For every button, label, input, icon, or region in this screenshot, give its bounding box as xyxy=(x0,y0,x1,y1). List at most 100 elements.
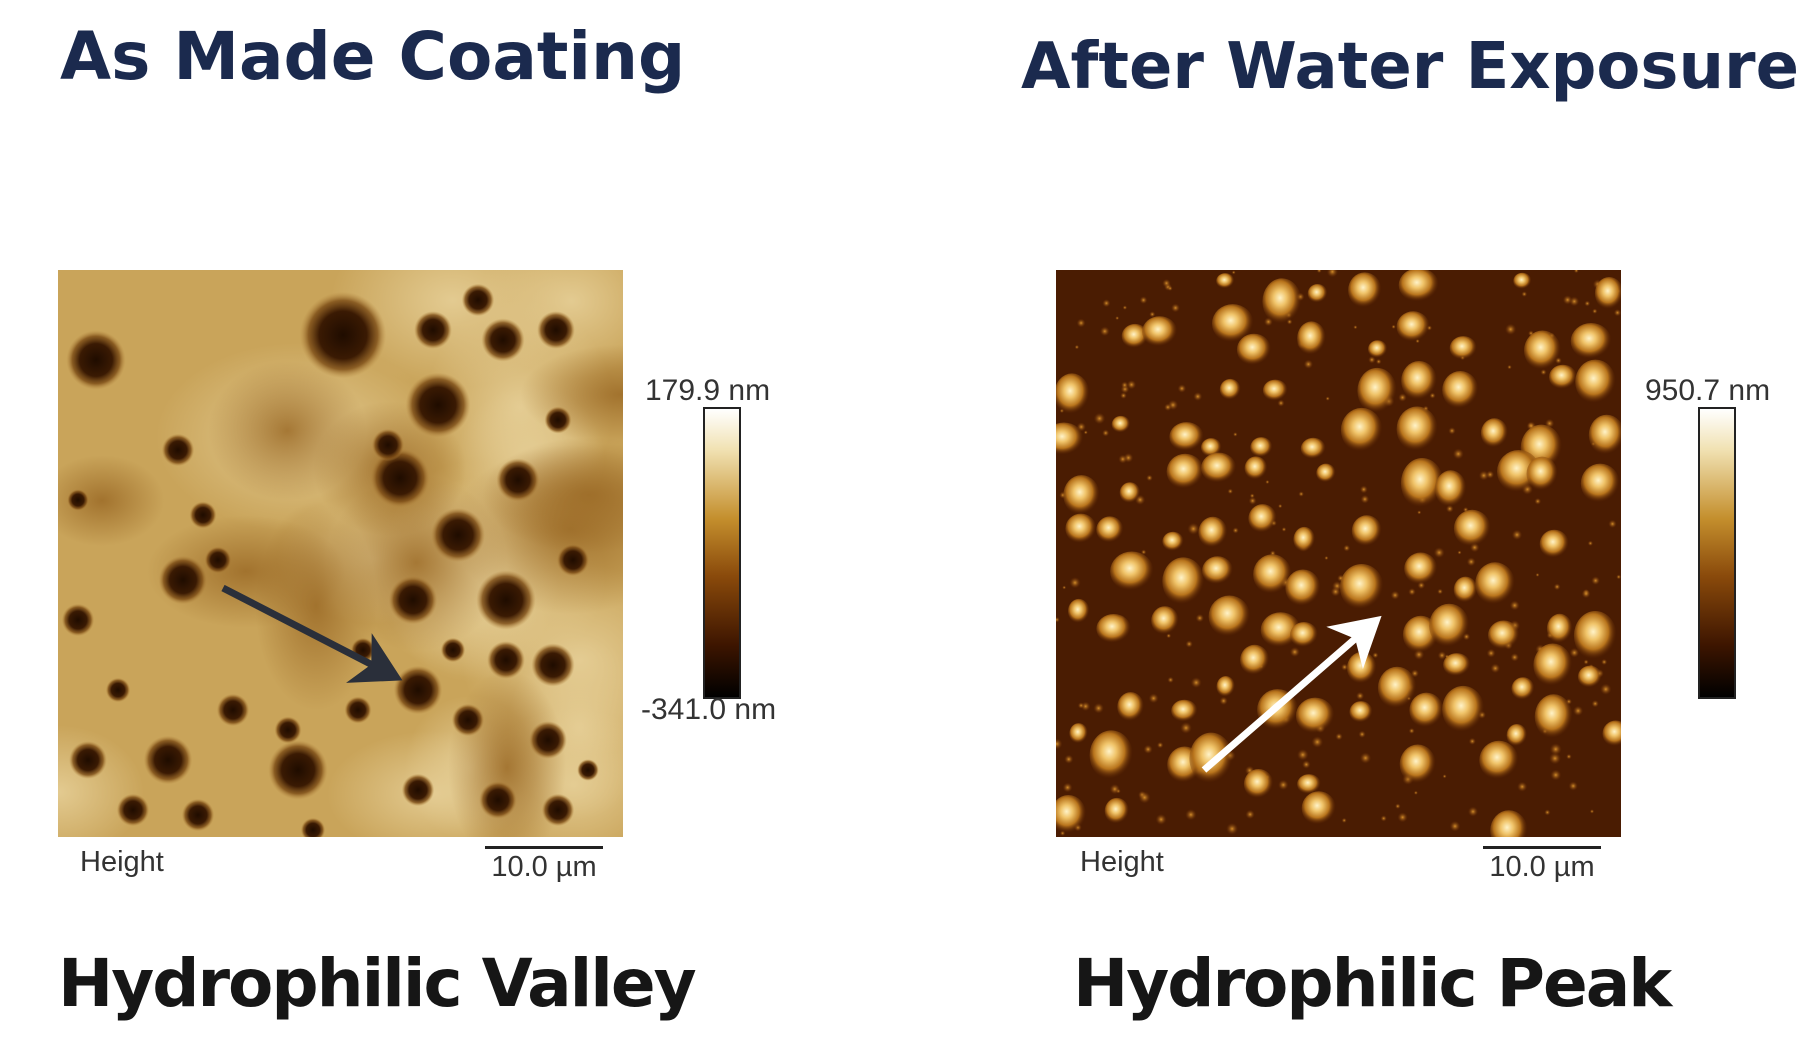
surface-peak xyxy=(1316,463,1336,483)
surface-peak xyxy=(1534,694,1573,740)
surface-peak xyxy=(1398,270,1439,303)
arrow-icon xyxy=(221,584,403,683)
surface-speck xyxy=(1232,527,1239,534)
afm-image-svg xyxy=(58,270,623,837)
surface-speck xyxy=(1584,300,1591,307)
surface-peak xyxy=(1166,453,1204,490)
surface-speck xyxy=(1249,493,1255,499)
surface-speck xyxy=(1120,392,1127,399)
surface-peak xyxy=(1063,475,1100,516)
surface-speck xyxy=(1227,488,1234,495)
surface-pit xyxy=(401,773,435,807)
surface-peak xyxy=(1399,744,1436,785)
surface-peak xyxy=(1575,359,1616,405)
surface-speck xyxy=(1589,809,1595,814)
surface-speck xyxy=(1457,550,1462,555)
surface-peak xyxy=(1056,422,1084,456)
surface-peak xyxy=(1216,676,1236,698)
panel-heading: As Made Coating xyxy=(60,18,686,95)
surface-peak xyxy=(1297,774,1321,795)
surface-speck xyxy=(1167,676,1174,684)
surface-pit xyxy=(541,793,575,827)
surface-peak xyxy=(1056,795,1087,835)
surface-speck xyxy=(1064,754,1074,764)
surface-peak xyxy=(1573,611,1617,661)
surface-speck xyxy=(1442,774,1447,779)
surface-pit xyxy=(116,793,150,827)
surface-pit xyxy=(300,817,326,837)
surface-peak xyxy=(1453,576,1478,604)
surface-speck xyxy=(1391,324,1396,329)
surface-peak xyxy=(1162,531,1184,552)
surface-peak xyxy=(1069,723,1088,744)
surface-peak xyxy=(1340,407,1383,453)
surface-pit xyxy=(451,703,485,737)
surface-speck xyxy=(1093,412,1106,425)
surface-speck xyxy=(1219,696,1228,706)
surface-pit xyxy=(537,311,575,349)
surface-peak xyxy=(1089,730,1133,781)
surface-peak xyxy=(1068,598,1090,624)
surface-speck xyxy=(1341,817,1347,824)
surface-speck xyxy=(1248,496,1257,505)
surface-pit xyxy=(69,741,107,779)
surface-speck xyxy=(1397,812,1408,823)
surface-speck xyxy=(1452,448,1464,460)
surface-speck xyxy=(1195,613,1204,623)
surface-peak xyxy=(1435,470,1467,508)
surface-speck xyxy=(1569,296,1580,307)
surface-speck xyxy=(1076,318,1086,328)
surface-speck xyxy=(1353,325,1358,330)
surface-speck xyxy=(1281,527,1287,532)
surface-peak xyxy=(1162,557,1205,606)
surface-pit xyxy=(161,433,195,467)
afm-height-image-peak xyxy=(1056,270,1621,837)
colorbar-max-label: 950.7 nm xyxy=(1645,374,1771,407)
surface-speck xyxy=(1122,305,1128,310)
surface-peak xyxy=(1253,554,1292,595)
surface-speck xyxy=(1056,738,1063,750)
surface-peak xyxy=(1212,304,1254,344)
surface-speck xyxy=(1544,809,1551,816)
colorbar-gradient xyxy=(703,407,741,699)
surface-speck xyxy=(1358,730,1366,738)
surface-peak xyxy=(1347,651,1377,685)
surface-speck xyxy=(1449,820,1461,832)
surface-peak xyxy=(1096,614,1131,644)
surface-peak xyxy=(1117,692,1145,722)
surface-speck xyxy=(1171,303,1180,313)
surface-speck xyxy=(1126,380,1137,390)
surface-peak xyxy=(1244,456,1268,481)
surface-peak xyxy=(1513,272,1532,290)
surface-peak xyxy=(1349,701,1373,724)
surface-speck xyxy=(1592,308,1598,314)
surface-speck xyxy=(1550,769,1562,781)
surface-peak xyxy=(1357,367,1397,414)
surface-speck xyxy=(1601,658,1608,666)
surface-peak xyxy=(1351,515,1382,547)
surface-peak xyxy=(1524,330,1561,371)
surface-speck xyxy=(1289,646,1300,658)
surface-speck xyxy=(1390,590,1400,600)
surface-peak xyxy=(1260,612,1301,649)
surface-peak xyxy=(1409,692,1444,729)
surface-pit xyxy=(388,575,438,625)
scale-bar: 10.0 µm xyxy=(1483,846,1601,884)
surface-peak xyxy=(1449,336,1477,361)
surface-pit xyxy=(531,643,575,687)
surface-speck xyxy=(1231,270,1236,275)
surface-peak xyxy=(1533,643,1573,687)
scale-bar: 10.0 µm xyxy=(485,846,603,884)
surface-peak xyxy=(1243,769,1274,799)
surface-pit xyxy=(67,489,89,511)
surface-peak xyxy=(1121,323,1149,349)
surface-speck xyxy=(1368,356,1376,364)
surface-speck xyxy=(1177,384,1187,393)
surface-peak xyxy=(1442,685,1485,734)
surface-speck xyxy=(1600,683,1612,695)
surface-peak xyxy=(1348,272,1382,309)
surface-speck xyxy=(1504,323,1517,335)
surface-speck xyxy=(1278,503,1283,509)
surface-speck xyxy=(1410,669,1419,678)
surface-speck xyxy=(1359,485,1368,494)
